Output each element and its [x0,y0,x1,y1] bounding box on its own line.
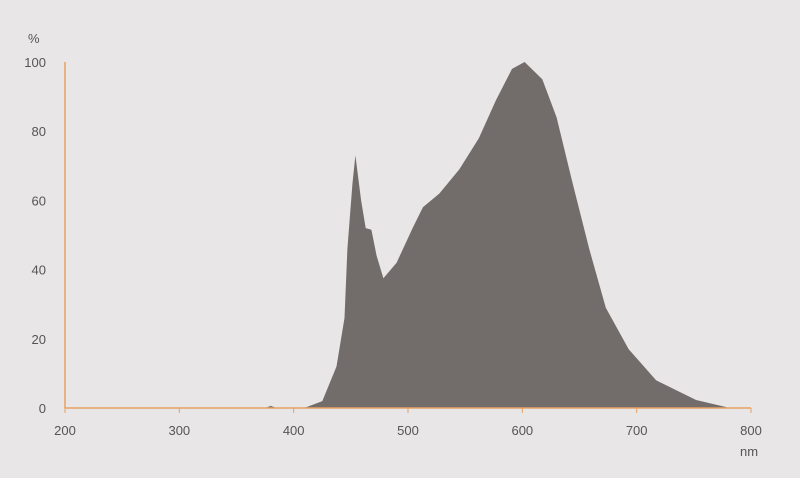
y-tick-label: 40 [32,263,46,278]
y-tick-label: 20 [32,332,46,347]
x-tick-label: 700 [626,423,648,438]
x-tick-label: 800 [740,423,762,438]
x-tick-label: 400 [283,423,305,438]
spectrum-area [265,62,729,408]
x-tick-label: 200 [54,423,76,438]
x-tick-label: 600 [511,423,533,438]
y-tick-label: 60 [32,193,46,208]
x-axis-label: nm [740,444,758,459]
y-tick-label: 80 [32,124,46,139]
y-tick-label: 100 [24,55,46,70]
y-tick-label: 0 [39,401,46,416]
x-tick-label: 500 [397,423,419,438]
y-axis-label: % [28,31,40,46]
x-tick-label: 300 [168,423,190,438]
